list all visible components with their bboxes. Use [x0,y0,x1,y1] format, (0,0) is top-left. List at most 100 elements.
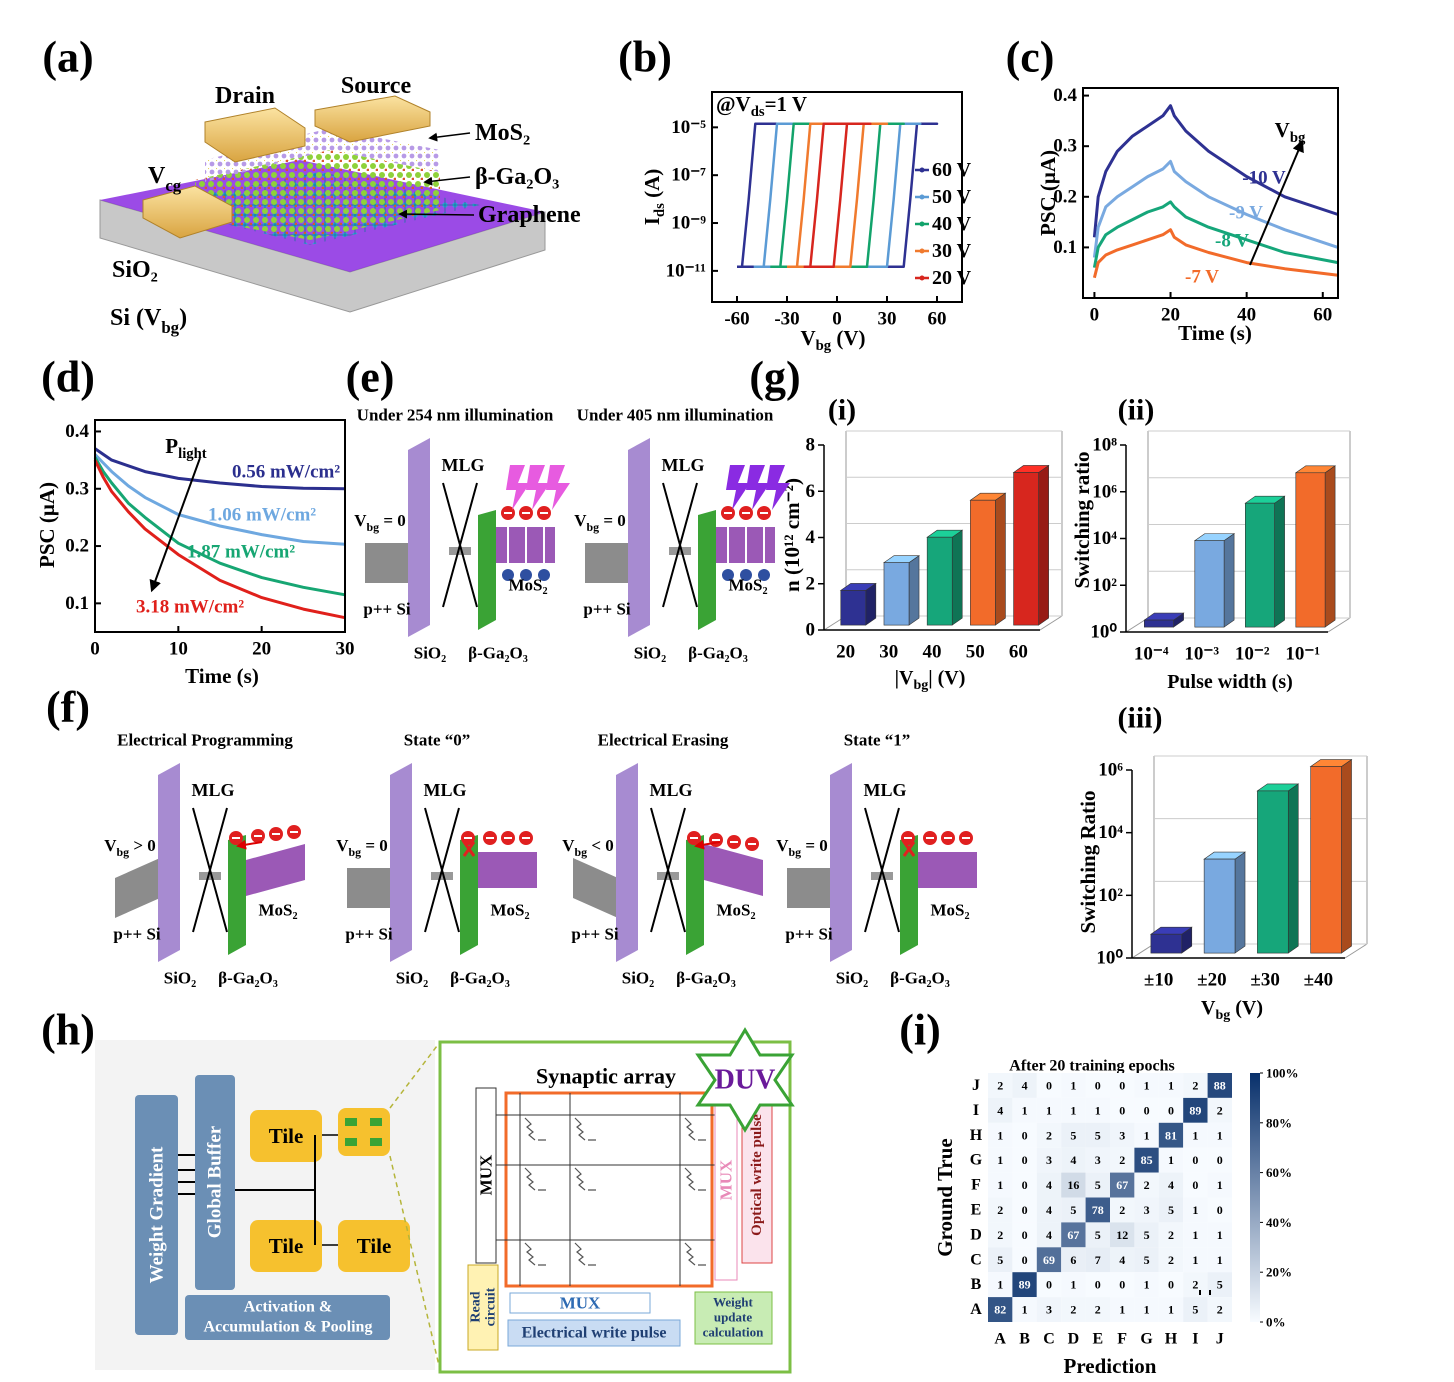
label: SiO₂ [112,257,158,283]
label: SiO₂ [634,644,667,663]
cell [1012,1197,1037,1223]
cell-label: 16 [1067,1178,1079,1192]
ga2o3-band [900,835,918,955]
cell-label: 1 [997,1128,1003,1142]
series-line [94,447,346,491]
cell-label: 1 [1217,1253,1223,1267]
cell [1085,1222,1110,1248]
cell [1110,1247,1135,1273]
series-line [1092,228,1339,279]
cell [1061,1297,1086,1322]
cell-label: 1 [997,1278,1003,1292]
legend-label: 50 V [932,186,972,208]
y-tick-label: 10² [1098,885,1123,906]
x-tick-label: E [1092,1331,1103,1348]
cell-label: 0 [1119,1103,1125,1117]
floor-edge [1131,943,1155,959]
cell [1085,1172,1110,1198]
cell-label: 1 [1192,1203,1198,1217]
cell [1183,1247,1208,1273]
y-tick-label: C [970,1251,982,1268]
cell-label: 0 [1192,1178,1198,1192]
label: MoS₂ [475,120,530,146]
x-tick-label: 20 [1161,305,1180,326]
text-part: V [776,836,789,855]
bar [1143,612,1185,628]
x-tick-label: A [994,1331,1006,1348]
x-tick-label: 60 [928,309,947,330]
bar-side [951,529,963,626]
cell-label: 2 [1192,1078,1198,1092]
cell-label: 5 [1168,1203,1174,1217]
subscript: bg [367,520,380,534]
legend-marker [919,194,925,200]
label: MLG [192,780,235,800]
series-label: -9 V [1229,203,1263,224]
bar-side [1341,758,1352,954]
label: β-Ga₂O₃ [450,969,510,988]
panel-label: (i) [899,1006,941,1055]
p-si-band [365,543,410,583]
label: MoS₂ [930,901,969,920]
gate-electrode [142,185,233,239]
text-part: (V) [831,326,865,350]
transfer-arrow [236,839,263,850]
cell-label: 0 [1022,1178,1028,1192]
cell [1061,1172,1086,1198]
cell-label: 4 [1168,1178,1174,1192]
cell-label: 0 [1046,1078,1052,1092]
series-line [93,456,346,597]
y-tick-label: 0.1 [65,593,89,614]
colorbar-label: 40% [1266,1215,1292,1230]
cell-label: 3 [1095,1153,1101,1167]
text-part: < 0 [587,836,614,855]
label: p++ Si [583,600,631,619]
hole [538,569,550,581]
label: MLG [864,780,907,800]
x-tick-label: 50 [966,642,985,663]
y-tick-label: 10⁶ [1098,760,1123,781]
label: Vbg = 0 [354,511,406,535]
panel-title: State “0” [404,731,471,750]
electrical-box [507,1319,681,1347]
cell-label: 2 [1070,1303,1076,1317]
y-tick-label: 10⁴ [1098,822,1123,843]
global-buffer-box [195,1075,235,1290]
cell [1158,1172,1184,1198]
cell-label: 2 [1217,1103,1223,1117]
legend-marker [919,221,925,227]
mlg-fill [449,547,471,555]
x-axis-label: Time (s) [185,664,259,688]
synapse [684,1242,706,1266]
cell [1134,1222,1159,1248]
cell-label: 3 [1046,1153,1052,1167]
y-tick-label: 6 [806,481,816,502]
cell [1036,1272,1062,1298]
cell-label: 4 [1070,1153,1076,1167]
cell [1012,1297,1037,1322]
cell-label: 0 [1022,1153,1028,1167]
text-part: ) [179,305,187,331]
cell-label: 2 [1095,1303,1101,1317]
floor-edge [1344,943,1368,959]
hole [520,569,532,581]
pointer [398,209,475,219]
cell [1061,1097,1086,1123]
label: Vbg > 0 [104,836,156,860]
ga2o3-layer [195,150,440,240]
label: β-Ga₂O₃ [475,164,559,190]
bar [1203,851,1246,954]
cell-label: 5 [1144,1228,1150,1242]
text-part: V [1275,118,1290,142]
cell [1110,1197,1135,1223]
cell-label: 0 [1217,1203,1223,1217]
cell-label: 5 [1095,1178,1101,1192]
y-tick-label: 0 [806,620,816,641]
bar-front [1194,540,1225,628]
text-part: @V [716,92,751,116]
cell-label: 1 [1070,1078,1076,1092]
y-tick-label: 8 [806,435,816,456]
tile-chip [338,1108,390,1156]
x-tick-label: -60 [724,309,749,330]
cell [1012,1272,1037,1298]
